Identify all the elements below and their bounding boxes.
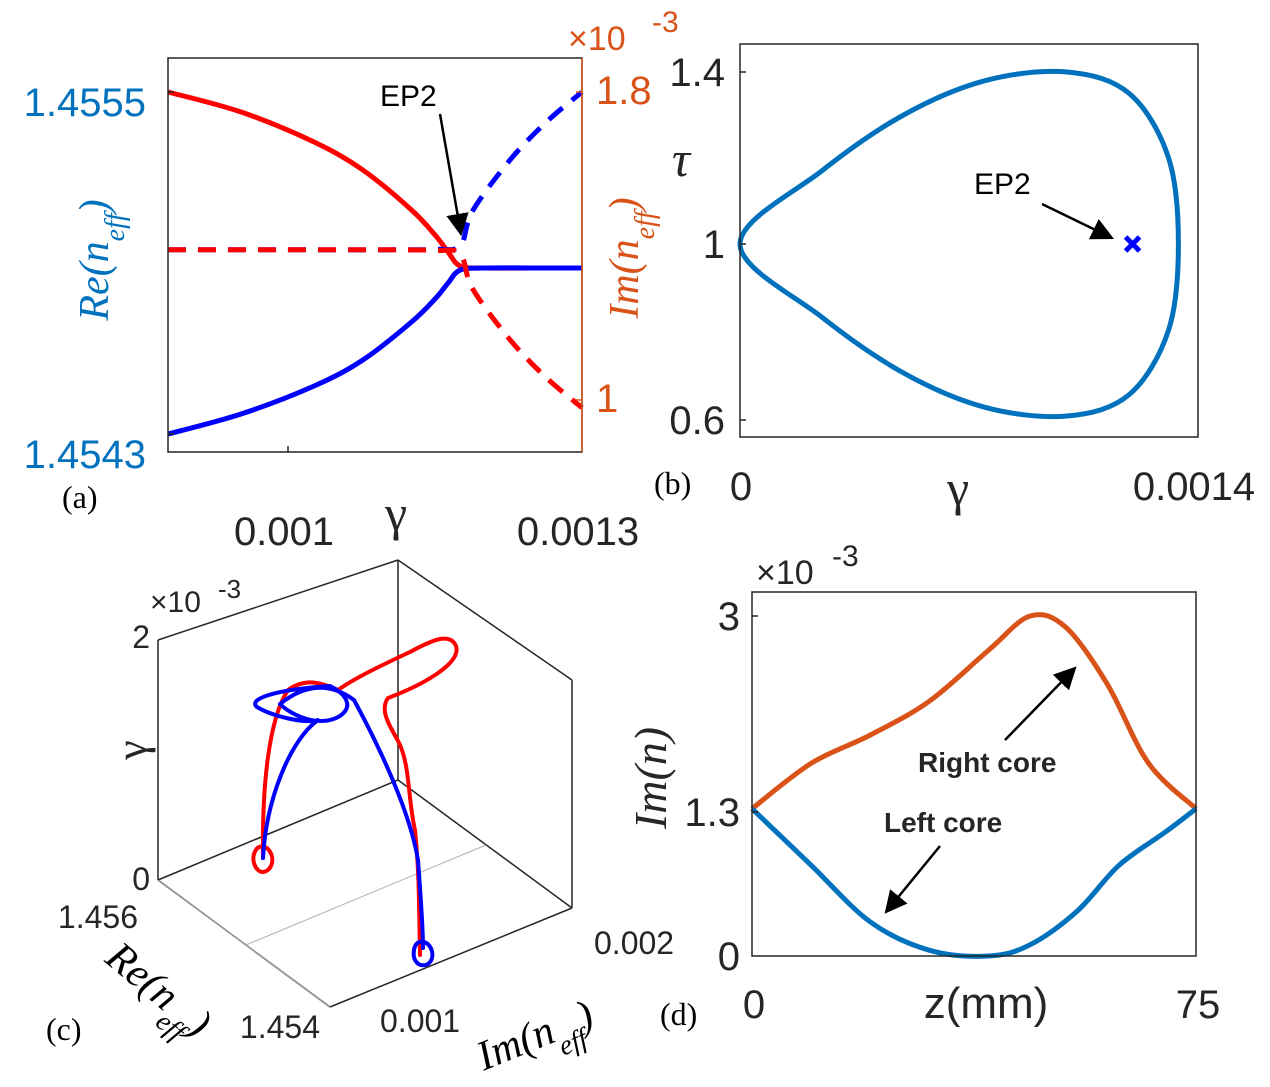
- panel-b-ytick-label: 1.4: [669, 51, 725, 95]
- panel-c-im-tick-label: 0.002: [594, 925, 674, 961]
- panel-d-xtick-label: 75: [1176, 983, 1221, 1027]
- panel-a-left-tick-label: 1.4555: [24, 81, 146, 125]
- panel-c-box-edges: [157, 559, 573, 1008]
- panel-a-ylabel-right-close: ): [602, 197, 648, 213]
- panel-a-series-line: [168, 90, 584, 253]
- panel-d-series-line: [750, 806, 1198, 959]
- panel-c-z-exponent-base: ×10: [150, 586, 201, 619]
- panel-a-ylabel-left-sub: eff: [100, 210, 131, 241]
- panel-a: 1.4555 1.4543 1.8 1 ×10 -3 Re(neff) Im(n…: [24, 6, 679, 554]
- panel-c-grid: [157, 844, 487, 1008]
- panel-a-axes-box: [167, 57, 583, 453]
- panel-a-ylabel-left-close: ): [72, 199, 118, 215]
- panel-b: 1.4 1 0.6 τ 0 0.0014 γ (b) EP2: [654, 43, 1255, 516]
- panel-c-grid-line: [157, 879, 331, 1008]
- panel-c-z-exponent: ×10 -3: [150, 574, 241, 619]
- panel-a-right-exponent-power: -3: [652, 6, 679, 39]
- panel-b-ep2-marker-stroke: [1123, 235, 1142, 253]
- panel-b-series: [737, 68, 1181, 420]
- panel-c-series-red: [251, 844, 275, 874]
- panel-d-y-exponent-base: ×10: [756, 554, 814, 592]
- panel-a-ep2-arrow: [438, 113, 469, 237]
- panel-c-ztick-label: 2: [132, 619, 150, 655]
- panel-b-ep2-marker: [1123, 235, 1142, 253]
- panel-c-grid-line: [245, 844, 487, 946]
- panel-b-panel-label: (b): [654, 465, 691, 501]
- panel-a-ylabel-right-sub: eff: [630, 208, 661, 239]
- panel-a-ylabel-right-main: Im(n: [602, 239, 648, 319]
- panel-a-xtick-label: 0.0013: [517, 510, 639, 554]
- panel-c-edge: [329, 907, 573, 1008]
- panel-d-xlabel: z(mm): [924, 979, 1049, 1028]
- panel-c-edge: [397, 559, 573, 681]
- panel-d-ytick-label: 3: [718, 595, 740, 639]
- panel-d-series: [750, 612, 1198, 959]
- panel-d-annotation-left-core: Left core: [884, 807, 1002, 838]
- panel-a-ep2-label: EP2: [380, 80, 437, 113]
- panel-d-ytick-label: 0: [718, 935, 740, 979]
- panel-d-panel-label: (d): [660, 996, 697, 1032]
- panel-d-arrow-right-core: [1004, 666, 1077, 741]
- panel-d-arrow-left-core: [884, 845, 941, 914]
- panel-a-xtick-label: 0.001: [234, 510, 334, 554]
- panel-d-series-line: [750, 612, 1198, 811]
- panel-d-axes-box: [751, 591, 1197, 957]
- panel-b-axes-box: [739, 43, 1199, 438]
- panel-d-y-exponent: ×10 -3: [756, 540, 859, 592]
- panel-b-xtick-label: 0: [730, 465, 752, 509]
- panel-c-series-blue: [411, 939, 435, 968]
- panel-b-ytick-label: 1: [703, 223, 725, 267]
- panel-a-xlabel: γ: [384, 485, 407, 541]
- panel-b-xtick-label: 0.0014: [1133, 465, 1255, 509]
- panel-c: 2 0 ×10 -3 γ 1.456 1.454 Re(neff) 0.002 …: [46, 559, 674, 1087]
- panel-c-z-exponent-power: -3: [218, 574, 241, 604]
- panel-d-xtick-label: 0: [743, 983, 765, 1027]
- panel-c-im-label-main: Im(n: [469, 1008, 561, 1081]
- panel-d-ytick-label: 1.3: [684, 791, 740, 835]
- panel-c-series-red: [260, 636, 459, 957]
- panel-d-annotation-right-core: Right core: [918, 747, 1056, 778]
- panel-c-ztick-label: 0: [132, 861, 150, 897]
- panel-c-panel-label: (c): [46, 1011, 82, 1047]
- panel-b-xlabel: γ: [946, 460, 969, 516]
- panel-a-ylabel-left-main: Re(n: [72, 241, 118, 321]
- panel-c-series-blue: [253, 684, 425, 950]
- panel-a-series-line: [167, 265, 582, 437]
- panel-c-re-label: Re(neff): [88, 933, 219, 1056]
- panel-a-right-exponent: ×10 -3: [568, 6, 679, 58]
- panel-c-edge: [397, 779, 573, 909]
- panel-c-zlabel: γ: [107, 740, 156, 760]
- panel-a-ylabel-right: Im(neff): [602, 197, 661, 319]
- panel-b-ep2-label: EP2: [974, 168, 1031, 201]
- panel-c-im-label: Im(neff): [469, 992, 604, 1087]
- panel-a-series: [167, 89, 584, 437]
- panel-a-series-line: [167, 89, 582, 271]
- panel-b-ylabel: τ: [672, 131, 692, 187]
- panel-a-right-tick-label: 1.8: [596, 69, 652, 113]
- panel-d-ylabel: Im(n): [625, 727, 676, 830]
- panel-c-re-tick-label: 1.456: [58, 899, 138, 935]
- panel-a-series-line: [168, 247, 584, 410]
- panel-b-ytick-label: 0.6: [669, 399, 725, 443]
- panel-a-right-exponent-base: ×10: [568, 20, 626, 58]
- panel-a-left-tick-label: 1.4543: [24, 433, 146, 477]
- panel-c-re-tick-label: 1.454: [240, 1009, 320, 1045]
- panel-c-edge: [157, 779, 399, 881]
- panel-a-ylabel-left: Re(neff): [72, 199, 131, 321]
- panel-a-right-tick-label: 1: [596, 377, 618, 421]
- panel-b-ep2-arrow: [1041, 202, 1115, 240]
- panel-c-re-label-main: Re(n: [96, 933, 187, 1020]
- panel-d: 3 1.3 0 ×10 -3 Im(n) 0 75 z(mm) (d) Righ…: [625, 540, 1220, 1032]
- panel-d-y-exponent-power: -3: [832, 540, 859, 573]
- panel-b-series-line: [737, 68, 1181, 420]
- panel-c-im-tick-label: 0.001: [380, 1003, 460, 1039]
- panel-c-series: [251, 636, 459, 968]
- panel-c-edge: [157, 559, 399, 641]
- panel-a-panel-label: (a): [62, 479, 98, 515]
